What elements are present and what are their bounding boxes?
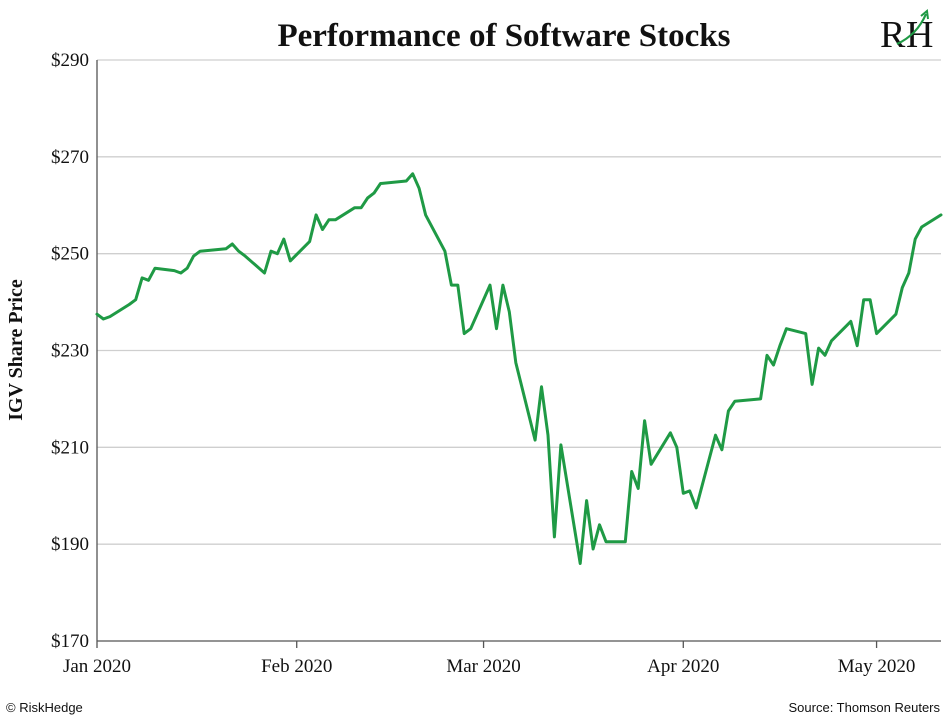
x-tick-label: Mar 2020 bbox=[446, 656, 520, 677]
y-tick-label: $230 bbox=[51, 341, 89, 362]
x-tick-label: Jan 2020 bbox=[63, 656, 131, 677]
x-tick-labels: Jan 2020 Feb 2020 Mar 2020 Apr 2020 May 2020 bbox=[63, 656, 915, 677]
source-note: Source: Thomson Reuters bbox=[789, 700, 941, 715]
gridlines bbox=[97, 59, 941, 545]
data-series bbox=[95, 172, 943, 565]
y-tick-label: $170 bbox=[51, 631, 89, 652]
x-tick-label: Apr 2020 bbox=[647, 656, 719, 677]
riskhedge-logo: R H bbox=[880, 9, 933, 56]
y-tick-labels: $290 $270 $250 $230 $210 $190 $170 bbox=[51, 50, 89, 652]
y-axis-label: IGV Share Price bbox=[5, 279, 27, 421]
series-line bbox=[95, 172, 943, 565]
axes bbox=[96, 60, 941, 648]
chart-title: Performance of Software Stocks bbox=[277, 18, 730, 54]
x-tick-label: Feb 2020 bbox=[261, 656, 332, 677]
svg-text:R: R bbox=[880, 14, 906, 56]
y-tick-label: $210 bbox=[51, 437, 89, 458]
y-tick-label: $190 bbox=[51, 534, 89, 555]
x-tick-label: May 2020 bbox=[838, 656, 916, 677]
y-tick-label: $290 bbox=[51, 50, 89, 71]
y-tick-label: $270 bbox=[51, 147, 89, 168]
y-tick-label: $250 bbox=[51, 244, 89, 265]
copyright-note: © RiskHedge bbox=[6, 700, 83, 715]
